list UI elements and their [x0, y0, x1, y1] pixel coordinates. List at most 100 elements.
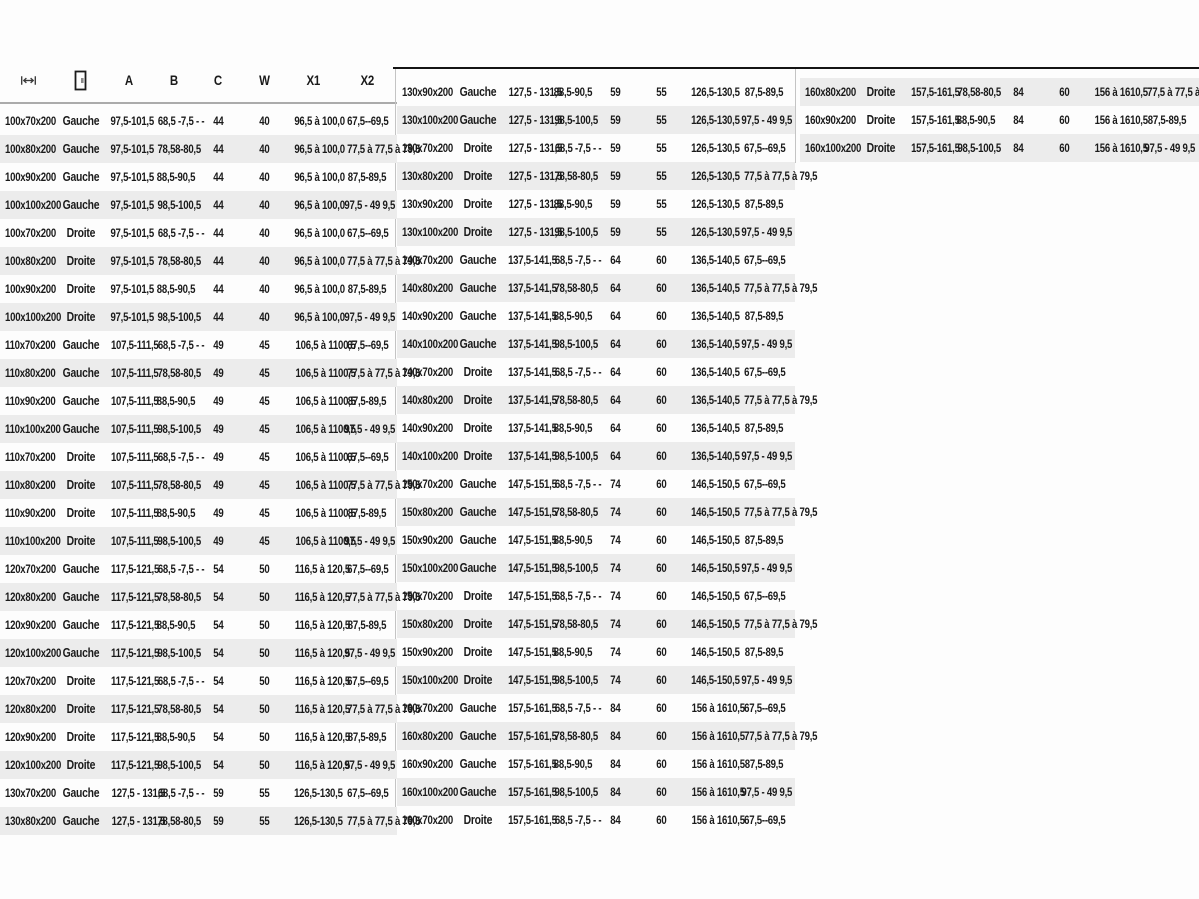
table-row: 160x90x200 Droite 157,5-161,5 88,5-90,5 84 60…	[800, 106, 1199, 134]
cell-x2: 87,5-89,5	[1148, 113, 1187, 127]
cell-c: 44	[212, 142, 224, 156]
cell-x1: 116,5 à 120,5	[294, 562, 350, 576]
cell-x1: 136,5-140,5	[691, 365, 740, 379]
cell-x2: 87,5-89,5	[745, 197, 784, 211]
cell-x2: 67,5--69,5	[346, 450, 389, 464]
width-dimension-icon	[0, 74, 56, 87]
cell-x1: 136,5-140,5	[691, 309, 740, 323]
cell-a: 97,5-101,5	[110, 226, 154, 240]
cell-c: 74	[609, 589, 621, 603]
cell-x2: 87,5-89,5	[745, 533, 784, 547]
cell-size: 120x90x200	[5, 618, 56, 632]
cell-c: 59	[609, 197, 621, 211]
table-row: 100x90x200 Gauche 97,5-101,5 88,5-90,5 44 40 9…	[0, 163, 397, 191]
cell-a: 157,5-161,5	[508, 757, 557, 771]
cell-w: 60	[655, 813, 667, 827]
cell-w: 40	[258, 170, 270, 184]
cell-side: Droite	[66, 673, 95, 688]
cell-a: 147,5-151,5	[508, 617, 557, 631]
cell-size: 140x100x200	[402, 337, 459, 351]
cell-side: Gauche	[459, 84, 496, 99]
cell-x2: 67,5--69,5	[743, 253, 786, 267]
cell-size: 110x70x200	[5, 450, 56, 464]
cell-w: 60	[655, 253, 667, 267]
cell-x1: 96,5 à 100,0	[294, 282, 345, 296]
cell-c: 59	[212, 814, 224, 828]
cell-w: 40	[258, 142, 270, 156]
cell-x1: 96,5 à 100,0	[294, 310, 345, 324]
cell-side: Droite	[66, 729, 95, 744]
cell-x1: 106,5 à 1100,5	[295, 534, 356, 548]
col-header-side	[56, 70, 105, 91]
cell-w: 50	[258, 646, 270, 660]
cell-c: 49	[212, 394, 224, 408]
table-row: 100x100x200 Droite 97,5-101,5 98,5-100,5 44 4…	[0, 303, 397, 331]
cell-size: 120x100x200	[5, 646, 62, 660]
cell-size: 100x70x200	[5, 114, 56, 128]
cell-b: 88,5-90,5	[156, 170, 196, 184]
cell-x2: 77,5 à 77,5 à 79,5	[744, 393, 818, 407]
cell-size: 110x90x200	[5, 394, 56, 408]
cell-a: 97,5-101,5	[110, 114, 154, 128]
cell-size: 140x70x200	[402, 365, 453, 379]
cell-w: 60	[655, 757, 667, 771]
cell-b: 98,5-100,5	[554, 561, 598, 575]
cell-a: 117,5-121,5	[111, 562, 160, 576]
cell-b: 88,5-90,5	[956, 113, 996, 127]
cell-c: 84	[609, 813, 621, 827]
cell-size: 120x100x200	[5, 758, 62, 772]
cell-w: 55	[655, 197, 667, 211]
cell-b: 98,5-100,5	[554, 113, 598, 127]
table-row: 140x90x200 Gauche 137,5-141,5 88,5-90,5 64 60…	[397, 302, 795, 330]
cell-x2: 77,5 à 77,5 à 79,5	[744, 617, 818, 631]
cell-x1: 146,5-150,5	[691, 477, 740, 491]
cell-a: 127,5 - 131,5	[508, 85, 563, 99]
cell-x2: 97,5 - 49 9,5	[741, 449, 793, 463]
cell-a: 107,5-111,5	[110, 506, 159, 520]
cell-size: 140x100x200	[402, 449, 459, 463]
cell-w: 45	[258, 450, 270, 464]
cell-w: 50	[258, 758, 270, 772]
cell-size: 150x70x200	[402, 477, 453, 491]
cell-c: 44	[212, 226, 224, 240]
cell-w: 60	[655, 645, 667, 659]
cell-x2: 67,5--69,5	[346, 562, 389, 576]
col-header-x1: X1	[306, 72, 320, 88]
cell-c: 64	[609, 337, 621, 351]
cell-a: 127,5 - 131,5	[508, 225, 563, 239]
cell-a: 97,5-101,5	[110, 198, 154, 212]
cell-side: Gauche	[62, 561, 99, 576]
table-row: 130x90x200 Droite 127,5 - 131,5 88,5-90,5 59…	[397, 190, 795, 218]
cell-c: 84	[609, 785, 621, 799]
cell-b: 98,5-100,5	[957, 141, 1001, 155]
cell-c: 84	[1012, 113, 1024, 127]
cell-x1: 136,5-140,5	[691, 337, 740, 351]
cell-side: Droite	[866, 112, 895, 127]
cell-w: 60	[655, 589, 667, 603]
cell-x2: 77,5 à 77,5 à 79,5	[744, 729, 818, 743]
table-row: 150x90x200 Droite 147,5-151,5 88,5-90,5 74 60…	[397, 638, 795, 666]
cell-b: 78,58-80,5	[157, 254, 201, 268]
cell-x2: 67,5--69,5	[346, 226, 389, 240]
table-row: 110x100x200 Droite 107,5-111,5 98,5-100,5 49…	[0, 527, 397, 555]
table-body-3: 160x80x200 Droite 157,5-161,5 78,58-80,5 84 6…	[800, 78, 1199, 162]
cell-c: 49	[212, 534, 224, 548]
cell-b: 88,5-90,5	[156, 282, 196, 296]
cell-size: 160x100x200	[805, 141, 862, 155]
cell-side: Gauche	[62, 645, 99, 660]
cell-b: 68,5 -7,5 - -	[157, 114, 205, 128]
cell-x1: 96,5 à 100,0	[294, 254, 345, 268]
cell-x2: 97,5 - 49 9,5	[741, 113, 793, 127]
cell-side: Droite	[463, 588, 492, 603]
cell-x1: 106,5 à 1100,5	[295, 506, 356, 520]
cell-size: 110x70x200	[5, 338, 56, 352]
cell-side: Gauche	[62, 617, 99, 632]
cell-size: 110x100x200	[5, 534, 61, 548]
cell-size: 130x70x200	[402, 141, 453, 155]
cell-x2: 97,5 - 49 9,5	[344, 758, 396, 772]
cell-x1: 126,5-130,5	[294, 786, 343, 800]
cell-b: 88,5-90,5	[553, 533, 593, 547]
cell-size: 150x100x200	[402, 561, 459, 575]
table-row: 120x100x200 Droite 117,5-121,5 98,5-100,5 54…	[0, 751, 397, 779]
cell-a: 137,5-141,5	[508, 309, 557, 323]
